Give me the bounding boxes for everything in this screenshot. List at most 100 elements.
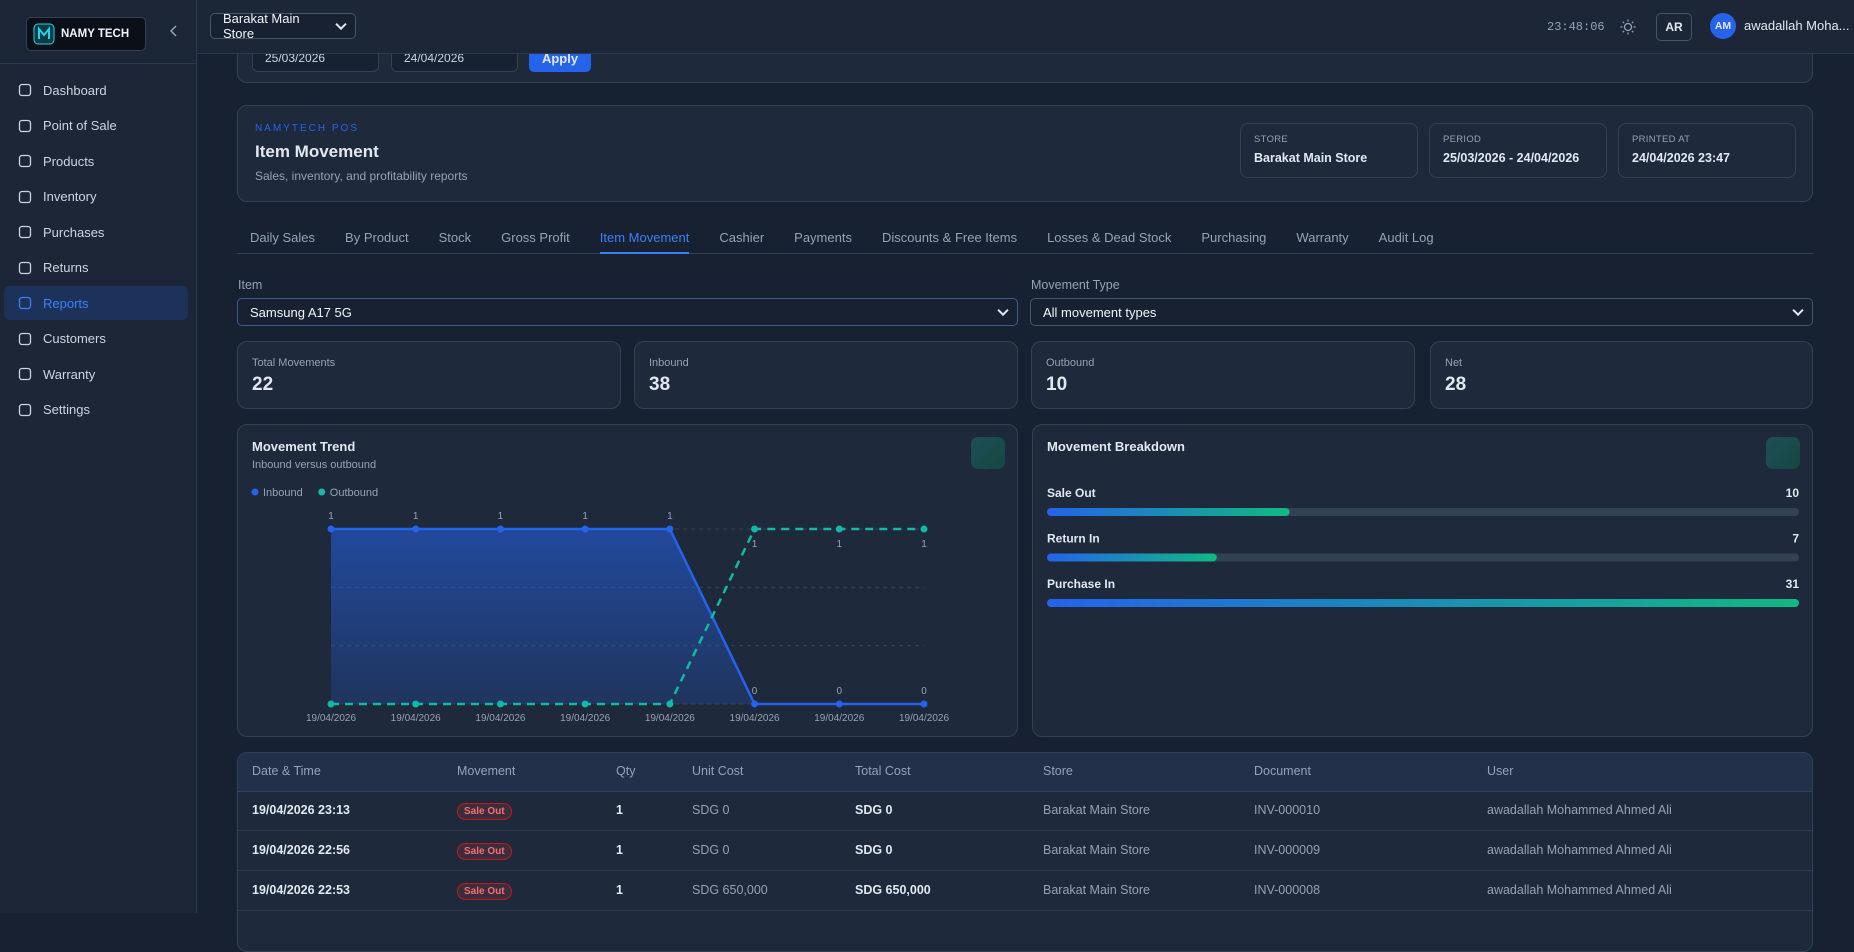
collapse-button[interactable] [168, 24, 180, 38]
tab[interactable]: Stock [438, 230, 472, 245]
nav-label: Dashboard [43, 82, 107, 98]
movement-table: Date & Time Movement Qty Unit Cost Total Cos… [237, 752, 1813, 952]
tab[interactable]: Discounts & Free Items [881, 230, 1018, 245]
data-label: 0 [752, 686, 758, 697]
nav-item[interactable]: Purchases [4, 215, 188, 249]
nav-icon [18, 225, 32, 239]
data-label: 1 [413, 511, 419, 522]
language-button[interactable]: AR [1656, 13, 1692, 41]
filter-label: Movement Type [1031, 278, 1120, 292]
nav-icon [18, 154, 32, 168]
meta-value: 25/03/2026 - 24/04/2026 [1443, 151, 1580, 165]
nav-item[interactable]: Products [4, 144, 188, 178]
nav-label: Point of Sale [43, 118, 117, 133]
store-select[interactable]: Barakat Main Store [210, 11, 356, 41]
nav-icon [18, 190, 32, 203]
tab[interactable]: Daily Sales [250, 230, 316, 245]
point [751, 525, 759, 533]
icon-shape [18, 296, 32, 310]
column-header: User [1487, 764, 1514, 778]
tab[interactable]: Cashier [719, 230, 765, 245]
stat-card: Net 28 [1430, 341, 1813, 409]
point [666, 525, 674, 533]
movement-badge: Sale Out [457, 843, 512, 860]
legend-dot [318, 488, 326, 496]
point [327, 525, 335, 533]
nav-item[interactable]: Returns [4, 251, 188, 285]
meta-box: PRINTED AT 24/04/2026 23:47 [1618, 123, 1796, 178]
data-label: 1 [837, 539, 843, 550]
user-name[interactable]: awadallah Moha... [1744, 18, 1850, 33]
stat-label: Outbound [1046, 357, 1095, 369]
tab[interactable]: Audit Log [1378, 230, 1434, 245]
cell: SDG 0 [855, 843, 893, 857]
icon-shape [18, 332, 32, 345]
cell: awadallah Mohammed Ahmed Ali [1487, 883, 1672, 897]
theme-toggle[interactable] [1620, 19, 1636, 35]
stat-label: Inbound [649, 357, 689, 369]
tab[interactable]: Gross Profit [501, 230, 570, 245]
avatar[interactable]: AM [1710, 13, 1736, 39]
tab[interactable]: Payments [794, 230, 852, 245]
cell: INV-000008 [1254, 883, 1321, 897]
filter-select[interactable]: All movement types [1030, 298, 1813, 326]
icon-shape [18, 261, 32, 274]
column-header: Document [1254, 764, 1311, 778]
cell: 1 [616, 843, 623, 857]
bar-track [1047, 553, 1799, 562]
column-header: Movement [457, 764, 516, 778]
tab[interactable]: Warranty [1296, 230, 1349, 245]
filter-select[interactable]: Samsung A17 5G [237, 298, 1018, 326]
nav-item[interactable]: Customers [4, 322, 188, 356]
movement-breakdown-card: Sale Out 10 Return In 7 Purchase In 31 Moveme… [1032, 424, 1813, 737]
cell: awadallah Mohammed Ahmed Ali [1487, 803, 1672, 817]
nav-item[interactable]: Dashboard [4, 73, 188, 107]
cell: INV-000010 [1254, 803, 1321, 817]
chart-subtitle: Inbound versus outbound [252, 459, 377, 471]
value-label: 31 [1786, 577, 1800, 591]
bar-label: Purchase In [1047, 577, 1115, 591]
tab[interactable]: Losses & Dead Stock [1047, 230, 1172, 245]
bar [1047, 599, 1799, 607]
meta-label: PERIOD [1443, 134, 1482, 145]
point [496, 700, 504, 708]
stat-card: Total Movements 22 [237, 341, 621, 409]
point [412, 525, 420, 533]
card-icon[interactable] [1766, 437, 1800, 469]
value-label: 7 [1792, 532, 1799, 546]
brand-logo[interactable]: NAMY TECH [26, 17, 146, 51]
chart: Sale Out 10 Return In 7 Purchase In 31 [1047, 486, 1800, 607]
cell: 19/04/2026 22:53 [252, 883, 351, 897]
tab[interactable]: Item Movement [599, 226, 690, 254]
sidebar: NAMY TECH Dashboard Point of Sale Products… [0, 0, 197, 913]
tab[interactable]: Purchasing [1201, 230, 1267, 245]
nav-item[interactable]: Point of Sale [4, 109, 188, 143]
line [331, 527, 924, 706]
nav-item[interactable]: Warranty [4, 357, 188, 391]
meta-box: PERIOD 25/03/2026 - 24/04/2026 [1429, 123, 1607, 178]
x-tick-label: 19/04/2026 [814, 713, 864, 724]
tab[interactable]: By Product [345, 230, 409, 245]
nav-item[interactable]: Reports [4, 286, 188, 320]
x-tick-label: 19/04/2026 [475, 713, 525, 724]
nav-label: Customers [43, 331, 106, 346]
cell: SDG 0 [692, 803, 730, 817]
nav-icon [18, 367, 32, 381]
bar [1047, 508, 1290, 516]
row-divider [238, 830, 1812, 831]
stat-value: 10 [1046, 374, 1068, 395]
nav-item[interactable]: Inventory [4, 180, 188, 214]
column-header: Total Cost [855, 764, 911, 778]
nav-label: Returns [43, 260, 89, 275]
bar-label: Return In [1047, 532, 1100, 546]
cell: 1 [616, 803, 623, 817]
cell: Barakat Main Store [1043, 803, 1150, 817]
point [496, 525, 504, 533]
app: NAMY TECH Dashboard Point of Sale Products… [0, 0, 1854, 913]
point [835, 700, 843, 708]
point [751, 700, 759, 708]
legend-dot [251, 488, 259, 496]
nav-item[interactable]: Settings [4, 393, 188, 427]
card-icon[interactable] [971, 437, 1005, 469]
nav-icon [18, 403, 32, 416]
